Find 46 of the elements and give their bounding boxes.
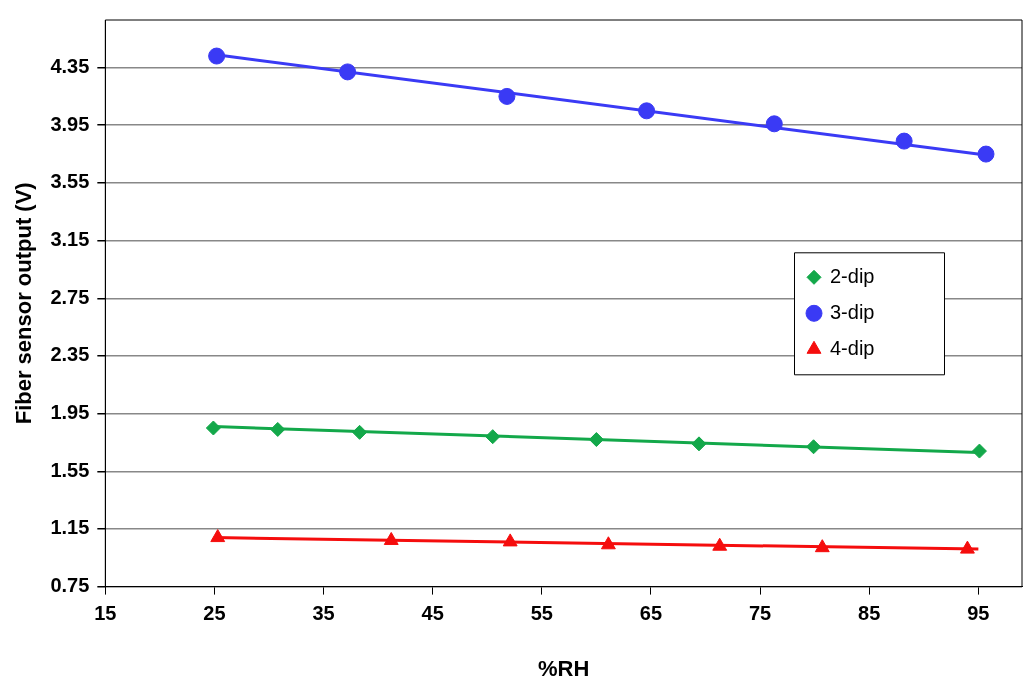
point xyxy=(502,533,518,547)
x-tick-label: 15 xyxy=(94,602,117,625)
point xyxy=(339,63,357,81)
y-tick-label: 0.75 xyxy=(50,574,90,597)
y-tick-label: 3.55 xyxy=(50,170,90,193)
y-axis-title: Fiber sensor output (V) xyxy=(11,182,37,425)
x-tick-label: 75 xyxy=(748,602,772,625)
x-tick-label: 35 xyxy=(312,602,335,625)
x-tick-label: 65 xyxy=(639,602,663,625)
point xyxy=(977,145,995,163)
x-tick-label: 85 xyxy=(858,602,881,625)
legend-label: 4-dip xyxy=(830,336,875,359)
y-tick-label: 4.35 xyxy=(50,55,90,78)
x-tick-label: 55 xyxy=(530,602,553,625)
point xyxy=(588,432,604,448)
point xyxy=(383,531,399,545)
point xyxy=(485,429,501,445)
point xyxy=(971,443,987,459)
point xyxy=(210,529,226,543)
point xyxy=(960,540,975,554)
point xyxy=(205,420,221,436)
y-tick-label: 3.15 xyxy=(50,228,90,251)
y-tick-label: 1.15 xyxy=(50,516,90,539)
point xyxy=(352,424,368,440)
point xyxy=(765,115,783,133)
legend-label: 2-dip xyxy=(830,264,875,287)
y-tick-label: 2.35 xyxy=(50,343,90,366)
x-axis-title: %RH xyxy=(537,655,590,681)
point xyxy=(806,439,822,455)
x-tick-label: 25 xyxy=(203,602,226,625)
point xyxy=(638,102,656,120)
point xyxy=(498,87,516,105)
point xyxy=(712,537,728,551)
point xyxy=(814,539,830,553)
point xyxy=(208,47,226,65)
x-tick-label: 45 xyxy=(421,602,444,625)
y-tick-label: 2.75 xyxy=(50,285,90,308)
legend-label: 3-dip xyxy=(830,300,875,323)
y-tick-label: 1.95 xyxy=(50,401,90,424)
point xyxy=(600,536,616,550)
y-tick-label: 3.95 xyxy=(50,112,90,135)
y-tick-label: 1.55 xyxy=(50,458,90,481)
point xyxy=(691,436,707,452)
point xyxy=(895,132,913,150)
point xyxy=(270,421,286,437)
x-tick-label: 95 xyxy=(967,602,990,625)
